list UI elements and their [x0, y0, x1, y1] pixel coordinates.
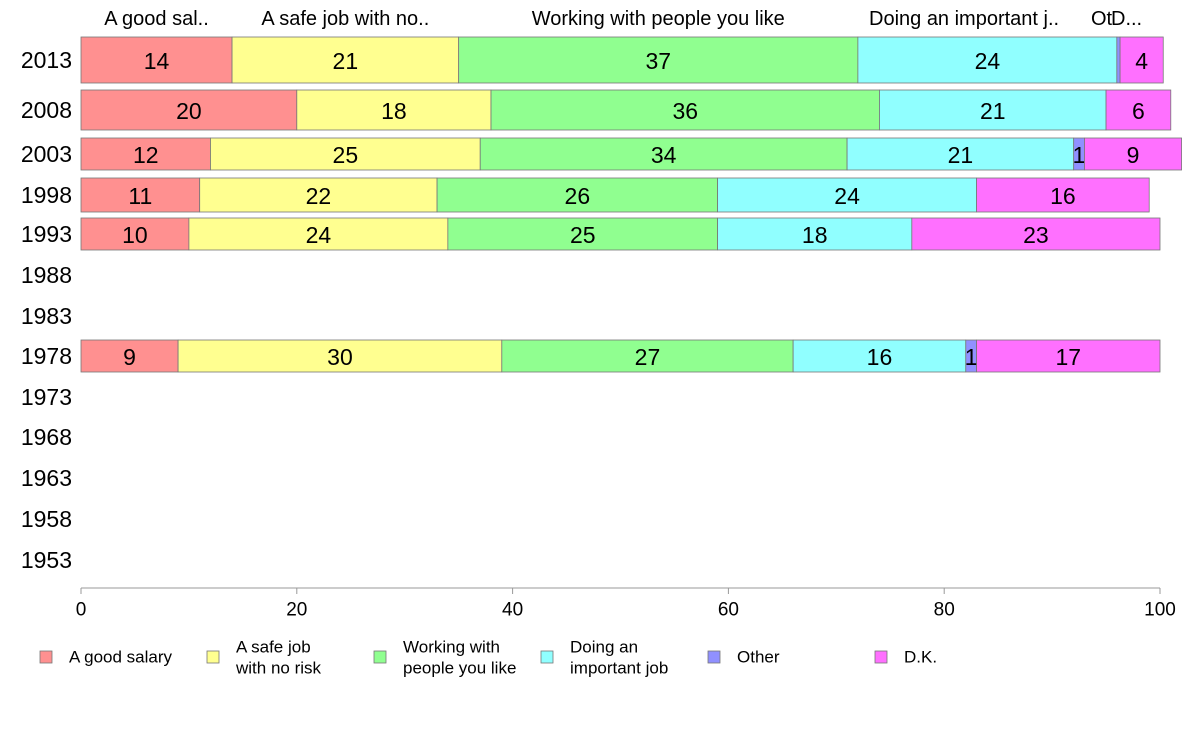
legend-label: D.K. [904, 648, 937, 667]
data-label: 37 [645, 48, 671, 74]
data-label: 11 [128, 183, 152, 209]
data-label: 23 [1023, 222, 1049, 248]
legend-swatch [206, 650, 220, 664]
data-label: 16 [1050, 183, 1076, 209]
bar-segment [1119, 36, 1164, 84]
x-tick-label: 100 [1144, 600, 1176, 621]
year-label: 2013 [21, 47, 72, 73]
data-label: 14 [144, 48, 170, 74]
year-label: 1998 [21, 182, 72, 208]
x-tick-label: 0 [76, 600, 87, 621]
legend-swatch [373, 650, 387, 664]
data-label: 20 [176, 98, 202, 124]
data-label: 12 [133, 142, 159, 168]
series-top-label: D... [1111, 8, 1142, 30]
series-top-label: A safe job with no.. [261, 8, 429, 30]
data-label: 25 [333, 142, 359, 168]
year-label: 1953 [21, 547, 72, 573]
year-label: 1978 [21, 343, 72, 369]
x-tick-label: 40 [502, 600, 523, 621]
bar-segment [80, 89, 298, 131]
data-label: 22 [306, 183, 332, 209]
data-label: 1 [965, 344, 978, 370]
data-label: 21 [333, 48, 359, 74]
legend-label: A safe job [236, 638, 311, 657]
bar-segment [188, 217, 449, 251]
legend-label: important job [570, 659, 668, 678]
bar-segment [717, 217, 913, 251]
bar-segment [846, 137, 1075, 171]
data-label: 9 [123, 344, 136, 370]
bar-segment [1116, 36, 1121, 84]
series-top-label: A good sal.. [104, 8, 209, 30]
data-label: 10 [122, 222, 148, 248]
bar-segment [911, 217, 1161, 251]
data-label: 9 [1127, 142, 1140, 168]
bar-segment [1084, 137, 1182, 171]
series-top-label: Ot [1091, 8, 1113, 30]
data-label: 1 [1073, 142, 1086, 168]
data-label: 30 [327, 344, 353, 370]
year-label: 1958 [21, 506, 72, 532]
bar-segment [80, 36, 233, 84]
series-top-label: Working with people you like [532, 8, 785, 30]
bar-segment [231, 36, 460, 84]
legend-label: people you like [403, 659, 516, 678]
year-label: 1988 [21, 262, 72, 288]
bar-segment [177, 339, 503, 373]
data-label: 24 [306, 222, 332, 248]
year-label: 1993 [21, 221, 72, 247]
data-label: 18 [802, 222, 828, 248]
bar-segment [458, 36, 859, 84]
x-tick-label: 80 [934, 600, 955, 621]
bar-segment [296, 89, 492, 131]
bar-segment [857, 36, 1118, 84]
data-label: 27 [635, 344, 661, 370]
data-label: 34 [651, 142, 677, 168]
bar-segment [1105, 89, 1172, 131]
legend-label: with no risk [235, 659, 322, 678]
series-top-label: Doing an important j.. [869, 8, 1059, 30]
legend-swatch [39, 650, 53, 664]
legend-label: Working with [403, 638, 500, 657]
bar-segment [501, 339, 794, 373]
legend-swatch [540, 650, 554, 664]
legend-swatch [874, 650, 888, 664]
bar-segment [976, 339, 1161, 373]
data-label: 24 [834, 183, 860, 209]
x-tick-label: 20 [286, 600, 307, 621]
data-label: 21 [948, 142, 974, 168]
legend-label: Other [737, 648, 780, 667]
data-label: 17 [1055, 344, 1081, 370]
bar-segment [436, 177, 719, 213]
year-label: 2003 [21, 141, 72, 167]
bar-segment [490, 89, 880, 131]
legend-swatch [707, 650, 721, 664]
data-label: 36 [672, 98, 698, 124]
bar-segment [879, 89, 1107, 131]
data-label: 18 [381, 98, 407, 124]
bar-segment [976, 177, 1150, 213]
data-label: 4 [1135, 48, 1148, 74]
bar-segment [792, 339, 967, 373]
year-label: 1963 [21, 465, 72, 491]
year-label: 1973 [21, 384, 72, 410]
year-label: 2008 [21, 97, 72, 123]
x-tick-label: 60 [718, 600, 739, 621]
data-label: 16 [867, 344, 893, 370]
legend-label: Doing an [570, 638, 638, 657]
data-label: 21 [980, 98, 1006, 124]
bar-segment [479, 137, 848, 171]
year-label: 1968 [21, 424, 72, 450]
bar-segment [717, 177, 977, 213]
data-label: 25 [570, 222, 596, 248]
bar-segment [210, 137, 481, 171]
legend-label: A good salary [69, 648, 173, 667]
data-label: 24 [975, 48, 1001, 74]
data-label: 6 [1132, 98, 1145, 124]
data-label: 26 [565, 183, 591, 209]
year-label: 1983 [21, 303, 72, 329]
